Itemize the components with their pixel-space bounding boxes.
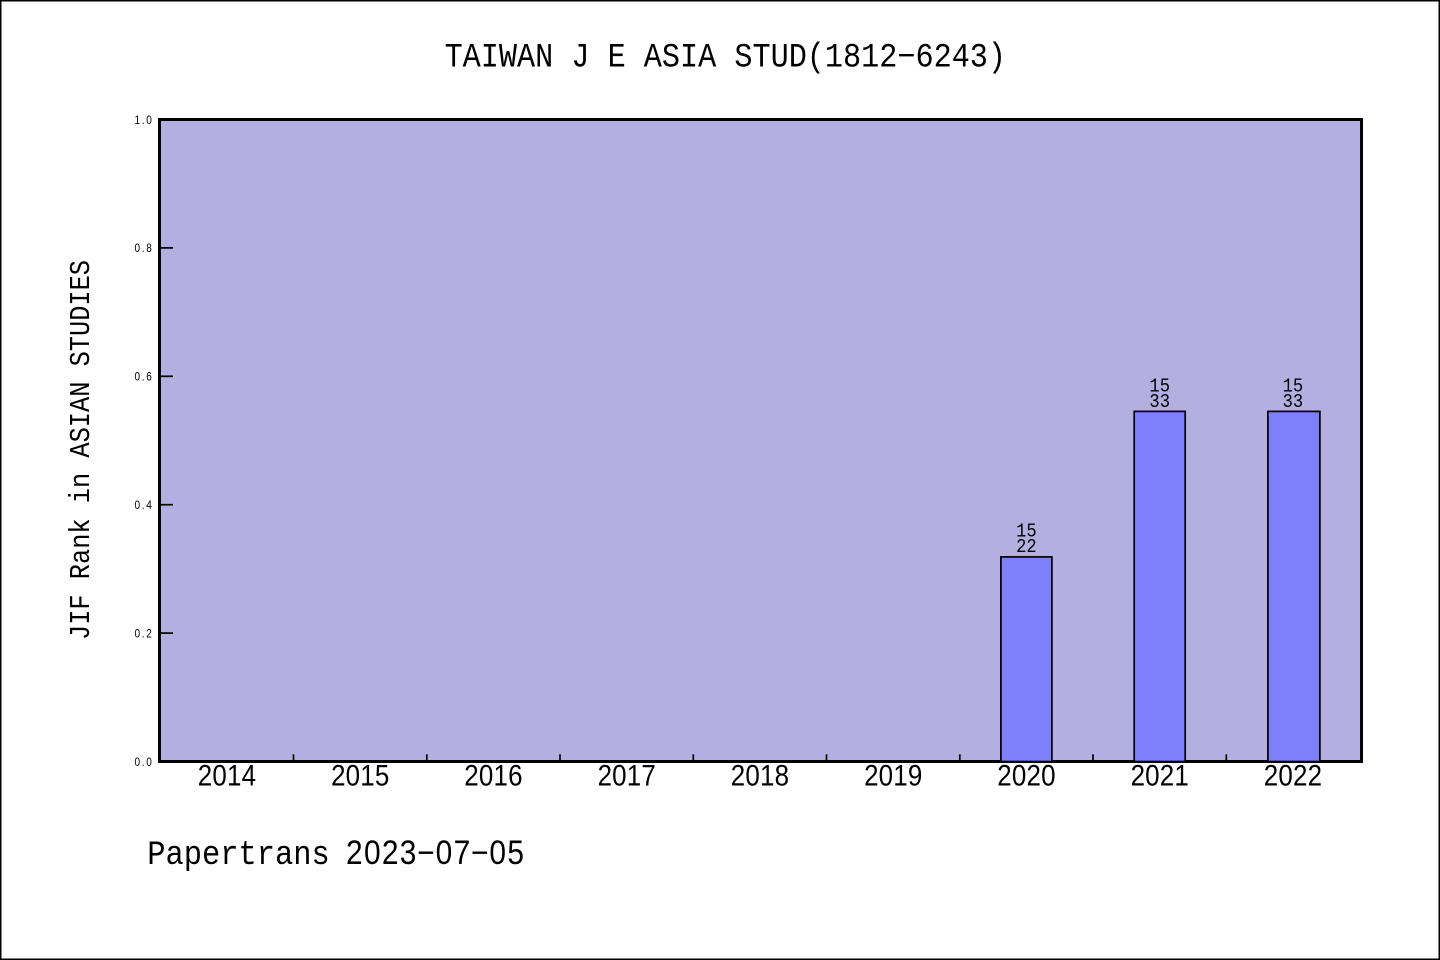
svg-text:0.0: 0.0 — [134, 756, 151, 769]
svg-text:15: 15 — [1149, 375, 1170, 397]
svg-text:2023−07−05: 2023−07−05 — [346, 833, 524, 871]
svg-text:15: 15 — [1283, 375, 1304, 397]
svg-text:2016: 2016 — [464, 759, 522, 792]
svg-text:22: 22 — [1016, 536, 1037, 558]
svg-text:Papertrans: Papertrans — [147, 835, 330, 874]
svg-text:TAIWAN J E ASIA STUD(1812−6243: TAIWAN J E ASIA STUD(1812−6243) — [445, 38, 1006, 77]
svg-text:15: 15 — [1016, 521, 1037, 543]
svg-text:2017: 2017 — [598, 759, 656, 792]
svg-text:2021: 2021 — [1131, 759, 1189, 792]
svg-text:0.4: 0.4 — [134, 499, 151, 512]
svg-text:JIF Rank in ASIAN STUDIES: JIF Rank in ASIAN STUDIES — [67, 260, 99, 640]
svg-text:1.0: 1.0 — [134, 114, 151, 127]
svg-text:2019: 2019 — [864, 759, 922, 792]
svg-text:33: 33 — [1283, 391, 1304, 413]
svg-text:2015: 2015 — [331, 759, 389, 792]
svg-text:0.6: 0.6 — [134, 371, 151, 384]
svg-text:2018: 2018 — [731, 759, 789, 792]
svg-text:0.8: 0.8 — [134, 243, 151, 256]
svg-text:2014: 2014 — [198, 759, 256, 792]
svg-text:33: 33 — [1149, 391, 1170, 413]
svg-text:2022: 2022 — [1264, 759, 1322, 792]
svg-text:2020: 2020 — [997, 759, 1055, 792]
svg-text:0.2: 0.2 — [134, 628, 151, 641]
